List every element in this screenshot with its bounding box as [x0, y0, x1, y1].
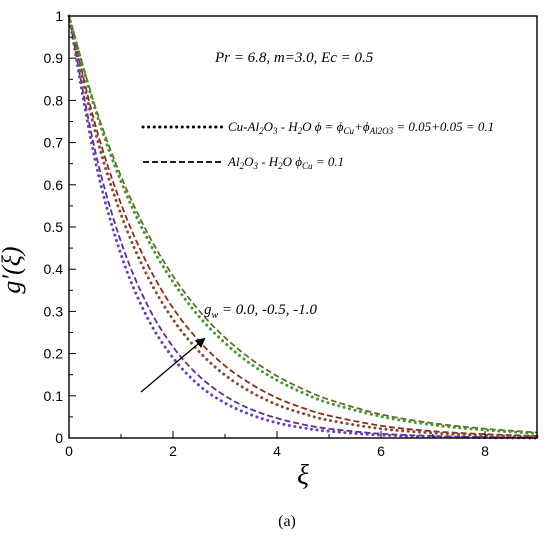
x-axis-title: ξ: [297, 460, 309, 491]
y-tick-label: 0: [55, 430, 63, 446]
x-tick-label: 6: [377, 443, 385, 459]
series-line-5: [68, 15, 538, 434]
y-tick-label: 1: [55, 8, 63, 24]
x-tick-label: 2: [169, 443, 177, 459]
legend-label-dashed: Al2O3 - H2O ϕCu = 0.1: [227, 154, 344, 171]
y-tick-label: 0.5: [44, 219, 64, 235]
x-tick-label: 4: [273, 443, 281, 459]
plot-frame: [68, 15, 538, 439]
legend: Cu-Al2O3 - H2O ϕ = ϕCu+ϕAl2O3 = 0.05+0.0…: [141, 119, 494, 171]
y-axis-title: g′(ξ): [0, 246, 26, 293]
arrow-annotation: gw = 0.0, -0.5, -1.0: [204, 302, 318, 321]
y-tick-label: 0.3: [44, 303, 64, 319]
y-tick-label: 0.1: [44, 388, 64, 404]
series-line-4: [67, 14, 539, 439]
trend-arrow: [140, 337, 206, 393]
y-tick-label: 0.7: [44, 135, 64, 151]
y-tick-label: 0.4: [44, 261, 64, 277]
series-line-1: [68, 15, 538, 439]
params-annotation: Pr = 6.8, m=3.0, Ec = 0.5: [214, 50, 374, 66]
x-tick-label: 0: [65, 443, 73, 459]
y-tick-label: 0.2: [44, 346, 64, 362]
series-line-6: [67, 14, 539, 435]
x-tick-label: 8: [481, 443, 489, 459]
series-layer: [67, 14, 539, 440]
series-line-2: [67, 14, 539, 440]
y-tick-label: 0.8: [44, 92, 64, 108]
y-tick-label: 0.9: [44, 50, 64, 66]
y-tick-label: 0.6: [44, 177, 64, 193]
legend-label-dotted: Cu-Al2O3 - H2O ϕ = ϕCu+ϕAl2O3 = 0.05+0.0…: [228, 119, 494, 136]
figure-caption: (a): [278, 513, 296, 530]
series-line-3: [68, 15, 538, 437]
tick-layer: 0 2 4 6 8 0 0.1 0.2 0.3 0.4 0.5 0.6 0.7 0.8 0.9 1: [44, 8, 490, 459]
